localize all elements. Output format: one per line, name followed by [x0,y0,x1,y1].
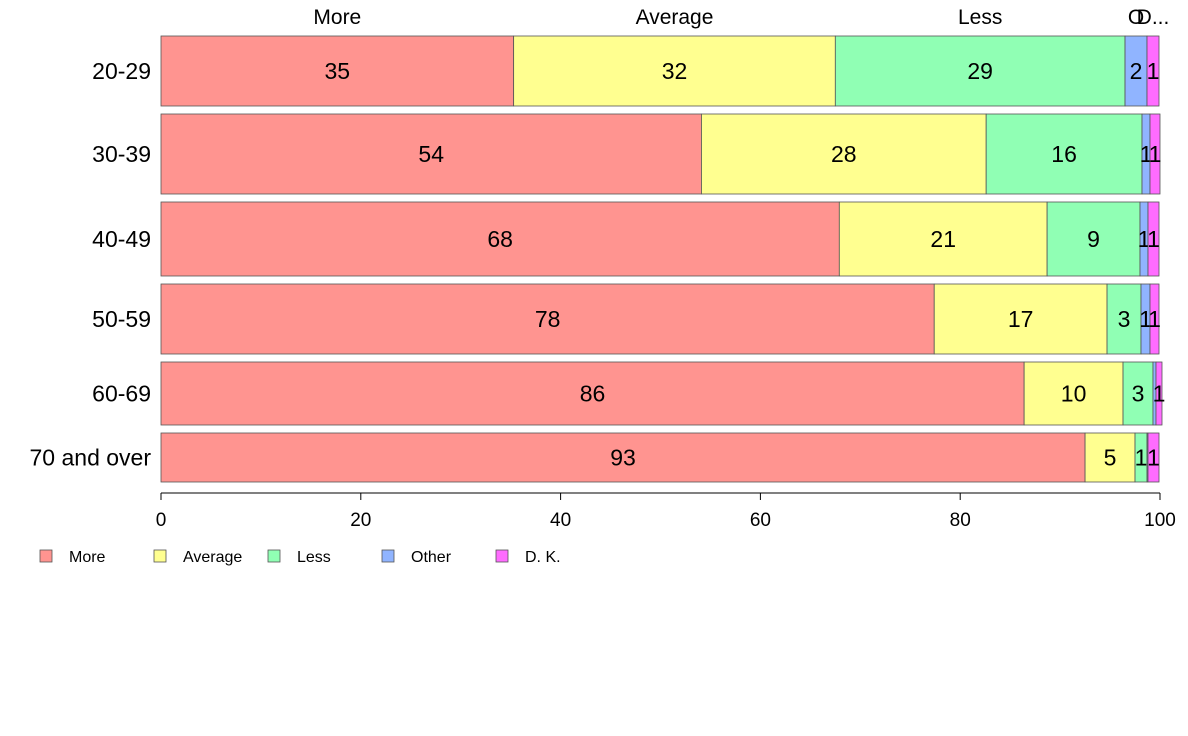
bar-segment [1023,361,1124,426]
legend-swatch [381,549,395,563]
bar-value-label: 17 [1008,306,1034,332]
bar-segment [160,361,1025,426]
bar-value-label: 93 [610,445,636,471]
bar-value-label: 1 [1147,445,1160,471]
legend-swatch [153,549,167,563]
bar-segment [1106,283,1142,355]
bar-segment [701,113,987,195]
x-tick-label: 100 [1144,510,1176,531]
legend-label: More [69,549,106,566]
bar-segment [1122,361,1154,426]
bar-segment [1149,283,1160,355]
series-top-label: O [1128,6,1144,29]
bar-segment [1147,201,1160,277]
bar-segment [834,35,1126,107]
x-tick-label: 0 [156,510,167,531]
bar-value-label: 1 [1147,226,1160,252]
legend-swatch [267,549,281,563]
bar-value-label: 1 [1138,226,1151,252]
bar-value-label: 54 [418,141,444,167]
bar-value-label: 35 [325,58,351,84]
legend-label: Average [183,549,242,566]
bar-value-label: 1 [1147,58,1160,84]
bar-segment [160,283,935,355]
bar-segment [1149,113,1161,195]
bar-value-label: 2 [1130,58,1143,84]
bar-value-label: 3 [1118,306,1131,332]
bar-value-label: 9 [1087,226,1100,252]
bar-value-label: 5 [1104,445,1117,471]
bar-segment [985,113,1143,195]
bar-segment [1147,432,1160,483]
bar-value-label: 16 [1051,141,1077,167]
bar-segment [160,113,702,195]
legend-swatch [495,549,509,563]
legend-label: D. K. [525,549,561,566]
bar-segment [933,283,1108,355]
bar-segment [1146,35,1160,107]
bar-value-label: 3 [1132,381,1145,407]
bar-value-label: 1 [1139,306,1152,332]
bar-value-label: 78 [535,306,561,332]
bar-value-label: 28 [831,141,857,167]
bar-segment [160,432,1086,483]
bar-segment [838,201,1048,277]
series-top-label: D... [1137,6,1170,29]
bar-value-label: 1 [1135,445,1148,471]
series-top-label: Less [958,6,1002,29]
bar-value-label: 1 [1153,381,1166,407]
category-label: 60-69 [92,381,151,407]
bar-value-label: 32 [662,58,688,84]
bar-value-label: 1 [1140,141,1153,167]
x-tick-label: 20 [350,510,371,531]
bar-value-label: 21 [930,226,956,252]
legend-swatch [39,549,53,563]
bar-segment [1084,432,1136,483]
series-top-label: Average [636,6,714,29]
category-label: 40-49 [92,226,151,252]
bar-value-label: 1 [1148,306,1161,332]
bar-segment [160,35,515,107]
x-tick-label: 60 [750,510,771,531]
bar-value-label: 1 [1149,141,1162,167]
bar-value-label: 29 [967,58,993,84]
category-label: 50-59 [92,306,151,332]
series-top-label: More [313,6,361,29]
bar-segment [1155,361,1163,426]
bar-segment [513,35,836,107]
bar-value-label: 68 [487,226,513,252]
legend-label: Less [297,549,331,566]
x-tick-label: 40 [550,510,571,531]
bar-segment [160,201,840,277]
legend-label: Other [411,549,452,566]
bar-value-label: 10 [1061,381,1087,407]
category-label: 20-29 [92,58,151,84]
category-label: 30-39 [92,141,151,167]
bar-value-label: 86 [580,381,606,407]
bar-segment [1046,201,1141,277]
category-label: 70 and over [30,445,152,471]
x-tick-label: 80 [950,510,971,531]
